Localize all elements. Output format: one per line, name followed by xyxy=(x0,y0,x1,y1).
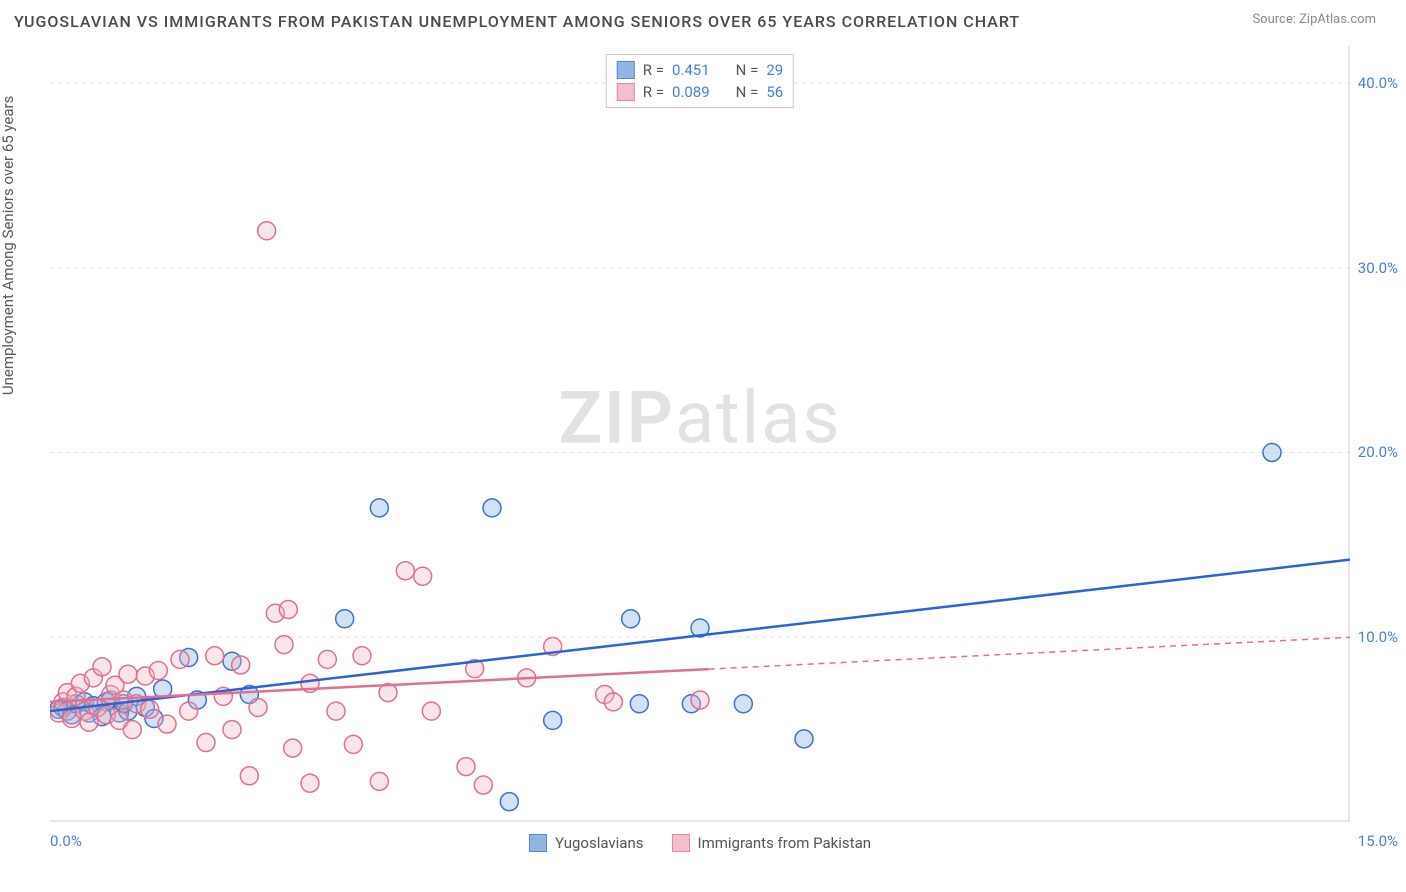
y-tick-label: 40.0% xyxy=(1358,74,1398,92)
data-point xyxy=(691,691,709,709)
data-point xyxy=(370,499,388,517)
data-point xyxy=(171,650,189,668)
n-label: N = xyxy=(736,83,759,101)
plot-area: ZIPatlas R =0.451N =29R =0.089N =56 Yugo… xyxy=(50,46,1350,822)
data-point xyxy=(301,774,319,792)
data-point xyxy=(414,567,432,585)
data-point xyxy=(1263,443,1281,461)
n-label: N = xyxy=(736,61,759,79)
y-axis-label: Unemployment Among Seniors over 65 years xyxy=(0,96,17,395)
legend-series-name: Immigrants from Pakistan xyxy=(697,834,871,852)
legend-swatch xyxy=(617,61,635,79)
legend-item: Immigrants from Pakistan xyxy=(671,834,871,852)
data-point xyxy=(483,499,501,517)
data-point xyxy=(258,222,276,240)
source-label: Source: xyxy=(1252,12,1295,27)
data-point xyxy=(327,702,345,720)
data-point xyxy=(240,767,258,785)
series-legend: Yugoslavians Immigrants from Pakistan xyxy=(529,834,871,852)
r-label: R = xyxy=(643,61,664,79)
data-point xyxy=(457,758,475,776)
data-point xyxy=(180,702,198,720)
data-point xyxy=(232,656,250,674)
trend-line xyxy=(50,560,1350,712)
data-point xyxy=(123,721,141,739)
data-point xyxy=(93,658,111,676)
legend-swatch xyxy=(617,83,635,101)
data-point xyxy=(158,715,176,733)
data-point xyxy=(141,700,159,718)
trend-line-extrapolated xyxy=(709,637,1350,669)
data-point xyxy=(318,650,336,668)
data-point xyxy=(353,647,371,665)
x-tick-min: 0.0% xyxy=(50,832,82,850)
x-tick-max: 15.0% xyxy=(1358,832,1398,850)
legend-series-name: Yugoslavians xyxy=(555,834,644,852)
legend-stat-row: R = 0.451 N = 29 xyxy=(617,59,783,81)
data-point xyxy=(284,739,302,757)
y-tick-label: 10.0% xyxy=(1358,628,1398,646)
data-point xyxy=(422,702,440,720)
legend-item: Yugoslavians xyxy=(529,834,644,852)
chart-title: YUGOSLAVIAN VS IMMIGRANTS FROM PAKISTAN … xyxy=(14,12,1020,31)
data-point xyxy=(795,730,813,748)
source-attribution: Source: ZipAtlas.com xyxy=(1252,12,1376,27)
data-point xyxy=(206,647,224,665)
legend-stat-row: R = 0.089 N = 56 xyxy=(617,81,783,103)
source-value: ZipAtlas.com xyxy=(1299,12,1376,27)
n-value: 29 xyxy=(766,61,783,79)
data-point xyxy=(544,711,562,729)
r-value: 0.451 xyxy=(672,61,710,79)
data-point xyxy=(630,695,648,713)
correlation-legend: R = 0.451 N = 29 R = 0.089 N = 56 xyxy=(606,54,794,108)
data-point xyxy=(223,721,241,739)
data-point xyxy=(279,601,297,619)
y-tick-label: 30.0% xyxy=(1358,259,1398,277)
data-point xyxy=(500,793,518,811)
n-value: 56 xyxy=(766,83,783,101)
data-point xyxy=(197,734,215,752)
data-point xyxy=(344,735,362,753)
data-point xyxy=(734,695,752,713)
data-point xyxy=(149,661,167,679)
data-point xyxy=(474,776,492,794)
data-point xyxy=(336,610,354,628)
data-point xyxy=(275,636,293,654)
data-point xyxy=(249,698,267,716)
data-point xyxy=(396,562,414,580)
legend-swatch xyxy=(671,834,689,852)
y-tick-label: 20.0% xyxy=(1358,443,1398,461)
scatter-chart xyxy=(50,46,1350,822)
data-point xyxy=(604,693,622,711)
data-point xyxy=(622,610,640,628)
r-label: R = xyxy=(643,83,664,101)
data-point xyxy=(370,772,388,790)
data-point xyxy=(119,665,137,683)
legend-swatch xyxy=(529,834,547,852)
r-value: 0.089 xyxy=(672,83,710,101)
